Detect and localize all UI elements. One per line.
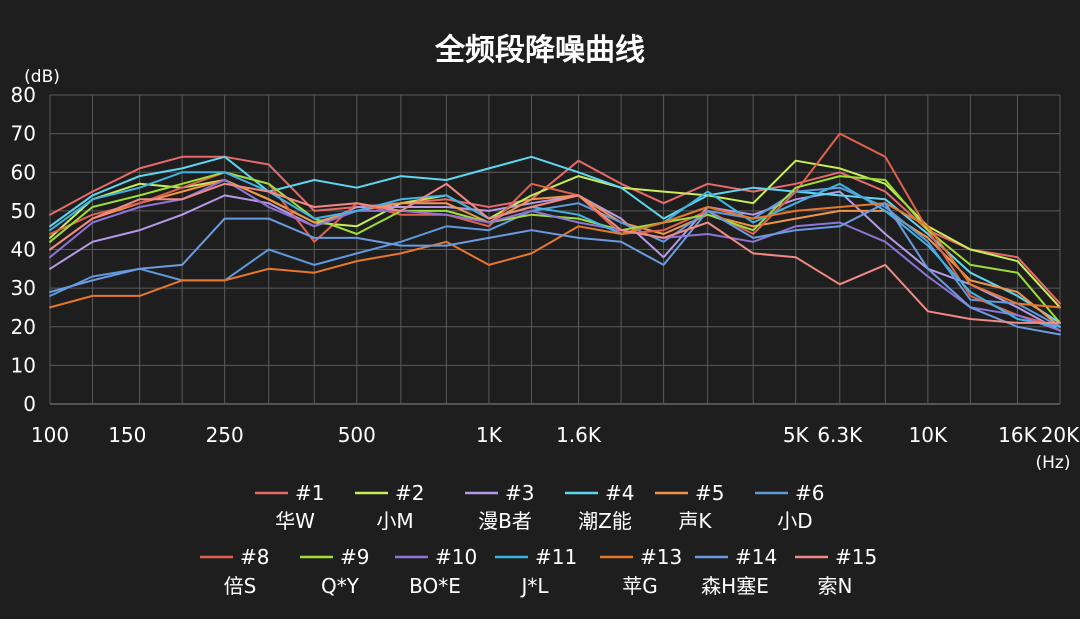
legend-series-label: 森H塞E [701, 574, 769, 598]
legend-series-name: #6 [795, 481, 824, 505]
legend-series-label: 倍S [224, 574, 257, 598]
legend-series-name: #1 [295, 481, 324, 505]
x-tick-label: 16K [998, 423, 1037, 447]
x-tick-label: 500 [338, 423, 376, 447]
x-tick-label: 250 [206, 423, 244, 447]
y-tick-label: 50 [11, 199, 36, 223]
legend-series-name: #15 [835, 545, 877, 569]
y-tick-label: 20 [11, 315, 36, 339]
x-axis-ticks: 100 150 250 500 1K 1.6K 5K 6.3K 10K 16K 20K [31, 423, 1080, 447]
x-tick-label: 20K [1041, 423, 1080, 447]
legend-series-label: J*L [519, 574, 549, 598]
legend-series-label: 声K [678, 509, 712, 533]
legend-series-label: 苹G [622, 574, 658, 598]
chart-title: 全频段降噪曲线 [434, 33, 645, 68]
x-tick-label: 1K [476, 423, 503, 447]
y-axis-unit: (dB) [24, 67, 60, 87]
y-tick-label: 80 [11, 83, 36, 107]
x-tick-label: 1.6K [556, 423, 602, 447]
series-line-1 [49, 155, 1061, 305]
y-tick-label: 10 [11, 353, 36, 377]
grid [49, 94, 1061, 405]
legend-series-name: #9 [340, 545, 369, 569]
legend-series-name: #5 [695, 481, 724, 505]
series-line-3 [49, 190, 1061, 332]
legend-series-name: #2 [395, 481, 424, 505]
y-tick-label: 40 [11, 238, 36, 262]
legend: #1 华W #2 小M #3 漫B者 #4 潮Z能 #5 声K #6 小D #8 倍S #9 Q*Y #10 BO… [200, 481, 877, 598]
legend-series-name: #3 [505, 481, 534, 505]
y-tick-label: 70 [11, 122, 36, 146]
x-tick-label: 150 [108, 423, 146, 447]
series-line-14 [49, 202, 1061, 336]
legend-series-label: 潮Z能 [578, 509, 632, 533]
legend-series-label: 小D [777, 509, 812, 533]
legend-series-label: 漫B者 [478, 509, 532, 533]
legend-series-label: Q*Y [321, 574, 360, 598]
legend-series-label: 华W [275, 509, 315, 533]
series-line-15 [49, 182, 1061, 324]
x-tick-label: 100 [31, 423, 69, 447]
legend-series-label: BO*E [409, 574, 461, 598]
series-line-11 [49, 171, 1061, 328]
y-tick-label: 0 [23, 392, 36, 416]
y-axis-ticks: 0 10 20 30 40 50 60 70 80 [11, 83, 36, 416]
x-tick-label: 5K [783, 423, 810, 447]
series-line-10 [49, 179, 1061, 332]
legend-series-name: #13 [640, 545, 682, 569]
legend-series-name: #11 [535, 545, 577, 569]
legend-series-label: 索N [818, 574, 853, 598]
legend-series-label: 小M [376, 509, 413, 533]
legend-series-name: #10 [435, 545, 477, 569]
x-tick-label: 6.3K [817, 423, 863, 447]
x-tick-label: 10K [909, 423, 948, 447]
series-lines [49, 132, 1061, 336]
y-tick-label: 30 [11, 276, 36, 300]
legend-series-name: #8 [240, 545, 269, 569]
legend-series-name: #14 [735, 545, 777, 569]
legend-series-name: #4 [605, 481, 634, 505]
y-tick-label: 60 [11, 160, 36, 184]
series-line-4 [49, 155, 1061, 324]
x-axis-unit: (Hz) [1036, 453, 1071, 473]
series-line-13 [49, 202, 1061, 309]
